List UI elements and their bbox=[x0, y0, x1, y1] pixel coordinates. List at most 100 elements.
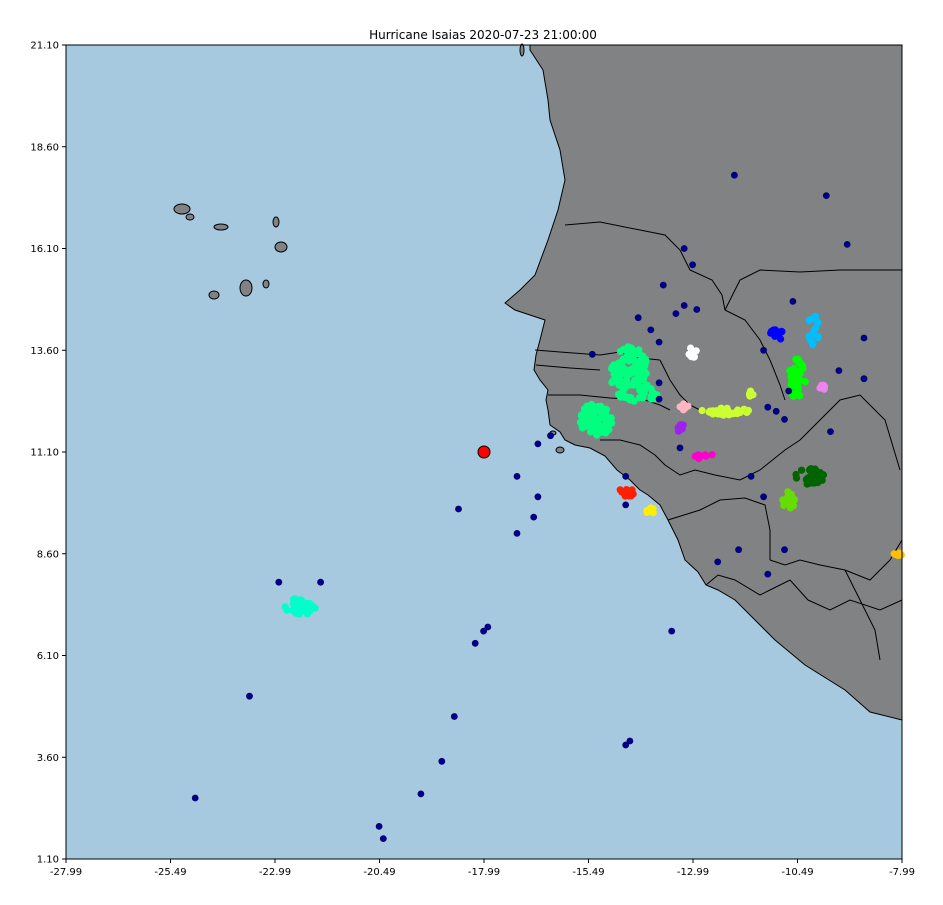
island bbox=[185, 213, 195, 221]
cluster-point bbox=[647, 395, 655, 403]
cluster-point bbox=[723, 405, 731, 413]
cluster-point bbox=[798, 466, 806, 474]
cluster-point bbox=[584, 422, 592, 431]
scatter-point bbox=[622, 473, 630, 480]
cluster-point bbox=[705, 408, 713, 416]
scatter-point bbox=[860, 375, 868, 383]
cluster-point bbox=[818, 476, 826, 484]
scatter-point bbox=[772, 407, 780, 415]
scatter-point bbox=[693, 306, 701, 313]
scatter-point bbox=[480, 627, 487, 635]
cluster-point bbox=[820, 381, 828, 389]
scatter-point bbox=[471, 639, 479, 647]
scatter-point bbox=[781, 546, 788, 554]
cluster-point bbox=[291, 607, 300, 615]
x-tick-label: -10.49 bbox=[781, 867, 813, 878]
scatter-point bbox=[484, 623, 492, 631]
scatter-point bbox=[676, 444, 684, 452]
scatter-point bbox=[513, 473, 521, 480]
cluster-point bbox=[292, 598, 300, 607]
cluster-point bbox=[777, 335, 785, 343]
cluster-point bbox=[790, 496, 799, 504]
scatter-point bbox=[588, 350, 596, 358]
scatter-point bbox=[785, 387, 793, 395]
cluster-point bbox=[692, 347, 700, 355]
cluster-point bbox=[805, 332, 813, 340]
cluster-point bbox=[778, 328, 786, 336]
scatter-point bbox=[530, 513, 538, 521]
cluster-point bbox=[639, 376, 647, 384]
y-tick-label: 13.60 bbox=[30, 346, 59, 357]
scatter-point bbox=[827, 428, 834, 435]
scatter-point bbox=[659, 281, 667, 289]
scatter-point bbox=[822, 192, 830, 200]
land bbox=[173, 43, 903, 721]
cluster-point bbox=[794, 379, 802, 388]
cluster-point bbox=[806, 465, 814, 473]
cluster-point bbox=[580, 409, 588, 418]
scatter-point bbox=[534, 493, 542, 501]
scatter-point bbox=[680, 245, 688, 252]
y-tick-label: 6.10 bbox=[37, 651, 59, 662]
scatter-point bbox=[655, 379, 663, 387]
scatter-point bbox=[450, 713, 458, 720]
cluster-point bbox=[612, 365, 621, 373]
cluster-point bbox=[734, 406, 742, 414]
cluster-point bbox=[631, 376, 639, 384]
cluster-point bbox=[743, 408, 751, 416]
scatter-point bbox=[275, 578, 283, 586]
chart-title: Hurricane Isaias 2020-07-23 21:00:00 bbox=[369, 28, 597, 42]
cluster-point bbox=[780, 501, 788, 509]
scatter-point bbox=[680, 302, 688, 309]
x-tick-label: -15.49 bbox=[572, 867, 604, 878]
x-tick-label: -22.99 bbox=[259, 867, 291, 878]
cluster-point bbox=[630, 356, 638, 364]
cluster-point bbox=[714, 410, 722, 418]
cluster-point bbox=[784, 488, 792, 496]
cluster-point bbox=[615, 390, 623, 398]
island bbox=[239, 279, 253, 297]
cluster-point bbox=[302, 599, 310, 607]
y-tick-label: 1.10 bbox=[37, 855, 59, 866]
cluster-point bbox=[796, 358, 804, 367]
scatter-point bbox=[246, 692, 253, 700]
cluster-point bbox=[809, 339, 817, 347]
x-tick-label: -12.99 bbox=[677, 867, 709, 878]
island bbox=[173, 203, 191, 215]
cluster-point bbox=[799, 365, 807, 373]
cluster-point bbox=[805, 317, 813, 325]
scatter-point bbox=[789, 298, 797, 305]
scatter-point bbox=[547, 432, 554, 440]
cluster-point bbox=[632, 365, 641, 373]
scatter-point bbox=[634, 314, 642, 322]
y-tick-label: 21.10 bbox=[30, 41, 59, 52]
scatter-point bbox=[668, 627, 676, 635]
cluster-point bbox=[745, 390, 754, 398]
cluster-point bbox=[767, 327, 775, 336]
scatter-point bbox=[438, 757, 446, 765]
cluster-point bbox=[684, 402, 692, 410]
cluster-point bbox=[583, 404, 592, 413]
cluster-point bbox=[810, 326, 818, 334]
cluster-point bbox=[698, 407, 706, 415]
scatter-point bbox=[689, 261, 696, 269]
scatter-point bbox=[760, 493, 767, 501]
cluster-point bbox=[593, 420, 601, 428]
scatter-point bbox=[735, 546, 742, 554]
island bbox=[519, 43, 525, 57]
scatter-point bbox=[764, 403, 772, 411]
y-tick-label: 8.60 bbox=[37, 549, 59, 560]
cluster-point bbox=[576, 418, 585, 426]
cluster-point bbox=[795, 391, 803, 399]
scatter-point bbox=[672, 310, 680, 317]
cluster-point bbox=[814, 318, 822, 327]
cluster-point bbox=[603, 424, 611, 432]
scatter-point bbox=[714, 558, 722, 566]
x-tick-label: -20.49 bbox=[363, 867, 395, 878]
cluster-point bbox=[814, 334, 822, 342]
scatter-layer bbox=[191, 171, 905, 842]
island bbox=[274, 241, 288, 253]
scatter-point bbox=[655, 395, 663, 403]
cluster-point bbox=[687, 353, 695, 361]
cluster-point bbox=[283, 606, 291, 614]
